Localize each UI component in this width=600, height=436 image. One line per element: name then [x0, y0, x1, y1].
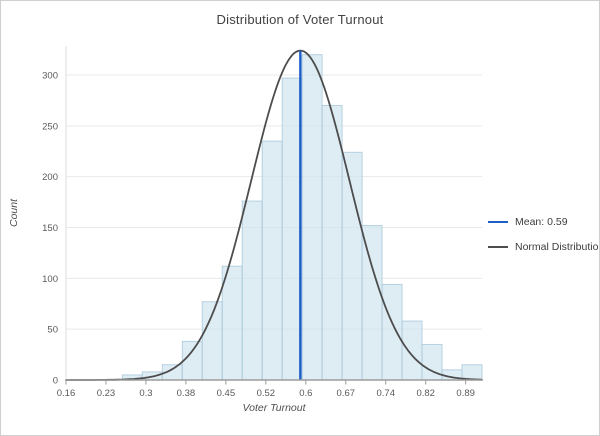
x-tick-label: 0.23: [97, 388, 116, 399]
x-tick-label: 0.89: [456, 388, 475, 399]
histogram-bar[interactable]: [401, 320, 423, 381]
y-tick-label: 300: [42, 71, 58, 82]
histogram-bar[interactable]: [261, 140, 283, 381]
legend-item-mean[interactable]: Mean: 0.59: [488, 216, 596, 228]
histogram-bar[interactable]: [381, 283, 403, 381]
histogram-bar[interactable]: [221, 265, 243, 381]
y-axis-title: Count: [8, 198, 20, 227]
histogram-bar[interactable]: [341, 151, 363, 381]
y-tick-label: 150: [42, 223, 58, 234]
histogram-bar[interactable]: [301, 54, 323, 381]
y-tick-label: 0: [53, 376, 58, 387]
x-axis-title: Voter Turnout: [242, 402, 306, 414]
y-tick-label: 100: [42, 274, 58, 285]
mean-line-swatch: [488, 221, 508, 223]
x-tick-label: 0.67: [337, 388, 356, 399]
normal-curve-line: [66, 49, 483, 381]
x-tick-label: 0.16: [57, 388, 76, 399]
legend: Mean: 0.59 Normal Distribution: [488, 216, 599, 266]
x-tick-label: 0.38: [177, 388, 196, 399]
x-tick-label: 0.74: [376, 388, 395, 399]
chart-title: Distribution of Voter Turnout: [216, 12, 384, 27]
x-tick-label: 0.45: [217, 388, 236, 399]
x-tick-label: 0.52: [257, 388, 276, 399]
y-tick-label: 200: [42, 172, 58, 183]
x-tick-label: 0.82: [416, 388, 435, 399]
legend-label-normal-distribution: Normal Distribution: [515, 241, 600, 253]
histogram-bar[interactable]: [321, 105, 343, 381]
normal-curve-swatch: [488, 246, 508, 248]
histogram-bar[interactable]: [361, 225, 383, 381]
y-tick-label: 50: [47, 325, 58, 336]
x-tick-label: 0.3: [139, 388, 152, 399]
y-tick-label: 250: [42, 121, 58, 132]
histogram-bar[interactable]: [181, 340, 203, 381]
legend-label-mean: Mean: 0.59: [515, 216, 568, 228]
x-tick-label: 0.6: [299, 388, 312, 399]
histogram-bar[interactable]: [241, 200, 263, 381]
legend-item-normal-distribution[interactable]: Normal Distribution: [488, 241, 599, 253]
histogram-bar[interactable]: [461, 364, 483, 381]
